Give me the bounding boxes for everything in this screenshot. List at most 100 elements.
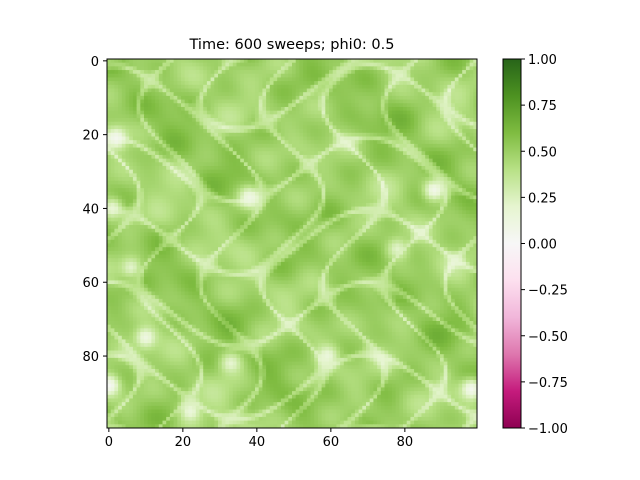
heatmap-cell — [432, 162, 437, 167]
heatmap-cell — [199, 221, 204, 226]
heatmap-cell — [362, 173, 367, 178]
heatmap-cell — [329, 199, 334, 204]
heatmap-cell — [169, 88, 175, 93]
heatmap-cell — [343, 132, 349, 138]
heatmap-cell — [403, 221, 408, 226]
heatmap-cell — [288, 221, 293, 226]
heatmap-cell — [181, 88, 186, 93]
heatmap-cell — [129, 173, 134, 178]
heatmap-cell — [358, 118, 363, 123]
heatmap-cell — [214, 180, 219, 186]
heatmap-cell — [380, 147, 386, 152]
heatmap-cell — [465, 202, 471, 208]
heatmap-cell — [192, 140, 197, 145]
heatmap-cell — [440, 188, 445, 193]
heatmap-cell — [354, 166, 360, 171]
heatmap-cell — [169, 213, 175, 219]
heatmap-cell — [340, 239, 345, 245]
heatmap-cell — [273, 191, 278, 197]
heatmap-cell — [255, 221, 260, 226]
heatmap-cell — [417, 136, 423, 141]
heatmap-cell — [380, 114, 386, 119]
heatmap-cell — [447, 70, 452, 75]
heatmap-cell — [292, 92, 297, 97]
heatmap-cell — [321, 206, 326, 211]
heatmap-cell — [229, 221, 234, 226]
heatmap-cell — [306, 195, 312, 200]
heatmap-cell — [214, 106, 219, 112]
heatmap-cell — [306, 173, 312, 178]
heatmap-cell — [144, 195, 149, 200]
heatmap-cell — [195, 221, 201, 226]
heatmap-cell — [240, 236, 245, 241]
heatmap-cell — [114, 140, 119, 145]
heatmap-cell — [351, 143, 356, 149]
heatmap-cell — [258, 158, 263, 163]
heatmap-cell — [314, 99, 319, 104]
heatmap-cell — [332, 136, 337, 141]
heatmap-cell — [192, 154, 197, 160]
heatmap-cell — [458, 225, 463, 230]
heatmap-cell — [425, 92, 430, 97]
heatmap-cell — [436, 188, 441, 193]
heatmap-cell — [280, 140, 286, 145]
heatmap-cell — [158, 73, 164, 79]
heatmap-cell — [299, 129, 304, 134]
heatmap-cell — [380, 143, 386, 149]
heatmap-cell — [347, 99, 352, 104]
heatmap-cell — [347, 232, 352, 237]
heatmap-cell — [280, 158, 286, 163]
heatmap-cell — [229, 239, 234, 245]
heatmap-cell — [440, 184, 445, 189]
heatmap-cell — [114, 81, 119, 86]
heatmap-cell — [417, 213, 423, 219]
heatmap-cell — [284, 169, 289, 174]
heatmap-cell — [121, 195, 127, 200]
heatmap-cell — [203, 118, 208, 123]
heatmap-cell — [166, 221, 171, 226]
heatmap-cell — [107, 154, 112, 160]
heatmap-cell — [366, 213, 371, 219]
heatmap-cell — [362, 221, 367, 226]
heatmap-cell — [158, 180, 164, 186]
heatmap-cell — [129, 73, 134, 79]
heatmap-cell — [295, 143, 300, 149]
heatmap-cell — [391, 110, 397, 115]
heatmap-cell — [391, 236, 397, 241]
heatmap-cell — [432, 228, 437, 234]
heatmap-cell — [303, 118, 308, 123]
heatmap-cell — [288, 162, 293, 167]
heatmap-cell — [380, 166, 386, 171]
heatmap-cell — [199, 210, 204, 215]
heatmap-cell — [169, 99, 175, 104]
heatmap-cell — [188, 103, 193, 108]
heatmap-cell — [118, 125, 123, 130]
heatmap-cell — [184, 62, 189, 67]
heatmap-cell — [321, 106, 326, 112]
heatmap-cell — [317, 103, 323, 108]
heatmap-cell — [406, 188, 411, 193]
heatmap-cell — [184, 202, 189, 208]
heatmap-cell — [169, 177, 175, 182]
heatmap-cell — [451, 77, 456, 82]
heatmap-cell — [325, 73, 330, 79]
heatmap-cell — [210, 143, 215, 149]
heatmap-cell — [266, 191, 271, 197]
heatmap-cell — [184, 118, 189, 123]
heatmap-cell — [129, 206, 134, 211]
heatmap-cell — [247, 110, 252, 115]
heatmap-cell — [417, 221, 423, 226]
heatmap-cell — [118, 92, 123, 97]
heatmap-cell — [340, 140, 345, 145]
heatmap-cell — [206, 213, 212, 219]
heatmap-cell — [295, 169, 300, 174]
heatmap-cell — [262, 239, 267, 245]
heatmap-cell — [136, 162, 141, 167]
heatmap-cell — [258, 225, 263, 230]
heatmap-cell — [277, 151, 282, 156]
heatmap-cell — [425, 151, 430, 156]
heatmap-cell — [147, 236, 152, 241]
heatmap-cell — [343, 125, 349, 130]
heatmap-cell — [473, 114, 477, 119]
heatmap-cell — [358, 239, 363, 245]
